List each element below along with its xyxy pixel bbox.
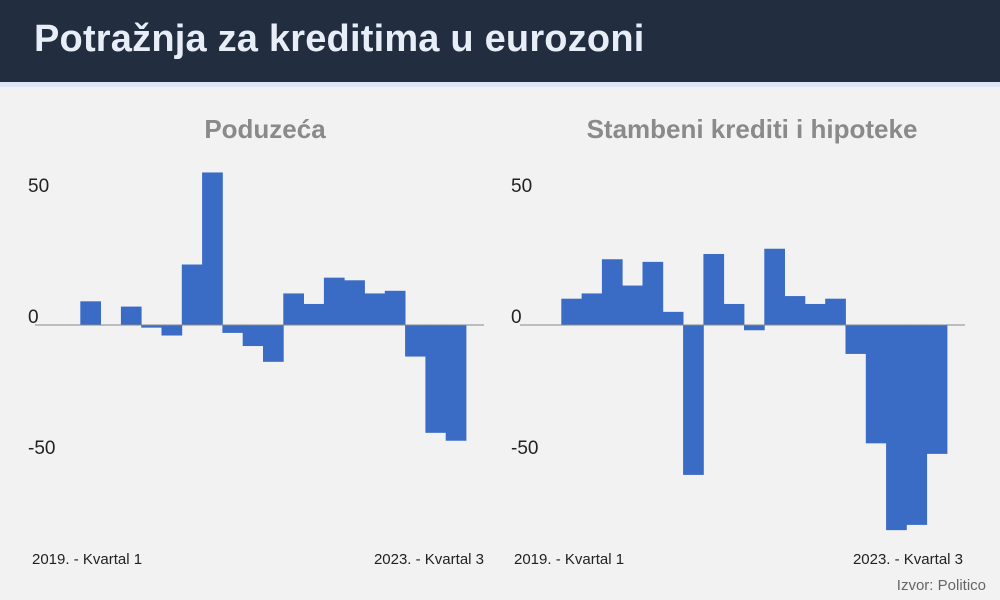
bar [764, 248, 785, 325]
x-start-label: 2019. - Kvartal 1 [32, 551, 142, 568]
bar-series [80, 172, 467, 441]
chart-title: Poduzeća [204, 114, 326, 144]
x-end-label: 2023. - Kvartal 3 [374, 551, 484, 568]
bar [662, 311, 684, 325]
bar [886, 325, 907, 531]
bar [926, 325, 948, 454]
bar [303, 303, 325, 325]
bar [323, 277, 345, 325]
bar [804, 303, 826, 325]
bar [865, 325, 887, 444]
bar [723, 303, 745, 325]
bar [242, 325, 264, 347]
source-note: Izvor: Politico [896, 577, 986, 594]
header-bar: Potražnja za kreditima u eurozoni [0, 0, 1000, 82]
bar [622, 285, 643, 325]
bar [683, 325, 704, 475]
bar [222, 325, 244, 333]
page-title: Potražnja za kreditima u eurozoni [34, 18, 645, 60]
bar [906, 325, 928, 525]
bar [581, 293, 603, 325]
bar [141, 325, 162, 328]
bar-series [561, 248, 948, 531]
bar [744, 325, 765, 331]
bar [364, 293, 386, 325]
y-tick-label-50: 50 [511, 176, 532, 197]
chart-poduzeca: Poduzeća 50 0 -50 2019. - Kvartal 1 2023… [28, 114, 484, 568]
y-tick-label-minus-50: -50 [28, 438, 55, 459]
x-end-label: 2023. - Kvartal 3 [853, 551, 963, 568]
bar [181, 264, 203, 325]
bar [561, 298, 582, 325]
y-tick-label-0: 0 [28, 307, 39, 328]
bar [703, 253, 725, 325]
bar [405, 325, 426, 357]
bar [283, 293, 304, 325]
bar [120, 306, 142, 325]
header-divider [0, 82, 1000, 87]
chart-title: Stambeni krediti i hipoteke [587, 114, 918, 144]
bar [642, 261, 664, 325]
bar [80, 301, 101, 325]
x-start-label: 2019. - Kvartal 1 [514, 551, 624, 568]
bar [263, 325, 284, 362]
bar [601, 259, 623, 325]
bar [845, 325, 867, 354]
y-tick-label-50: 50 [28, 176, 49, 197]
y-tick-label-minus-50: -50 [511, 438, 538, 459]
bar [202, 172, 223, 325]
bar [384, 290, 406, 325]
chart-stambeni-krediti: Stambeni krediti i hipoteke 50 0 -50 201… [511, 114, 965, 568]
bar [825, 298, 846, 325]
bar [344, 280, 365, 325]
y-tick-label-0: 0 [511, 307, 522, 328]
bar [784, 296, 806, 325]
bar [445, 325, 467, 441]
bar [425, 325, 447, 433]
bar [161, 325, 183, 336]
